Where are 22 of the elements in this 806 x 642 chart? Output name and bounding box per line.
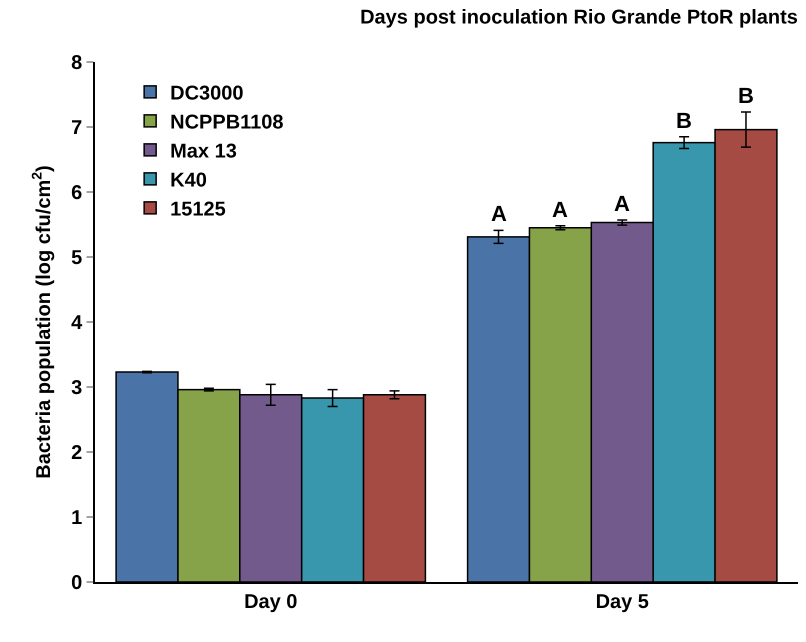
legend-label: DC3000	[170, 82, 244, 105]
y-tick-label: 0	[71, 572, 82, 594]
y-tick-label: 8	[71, 52, 82, 74]
data-label: A	[491, 201, 507, 226]
chart-title: Days post inoculation Rio Grande PtoR plants	[360, 6, 798, 29]
y-tick-label: 4	[71, 312, 84, 334]
x-tick-label: Day 0	[244, 590, 298, 613]
legend-label: NCPPB1108	[170, 112, 284, 134]
data-label: A	[614, 191, 630, 216]
data-label: B	[676, 108, 692, 133]
y-tick-label: 5	[71, 247, 82, 269]
y-tick-label: 2	[71, 442, 82, 464]
x-tick-label: Day 5	[596, 590, 649, 613]
y-tick-label: 6	[71, 182, 82, 204]
data-label: A	[552, 197, 568, 222]
y-tick-label: 7	[71, 117, 82, 139]
data-label: B	[738, 83, 754, 108]
y-tick-label: 1	[71, 507, 82, 529]
legend-label: Max 13	[170, 140, 237, 163]
legend-label: 15125	[170, 198, 226, 221]
legend-label: K40	[170, 170, 207, 192]
y-tick-label: 3	[71, 377, 82, 399]
